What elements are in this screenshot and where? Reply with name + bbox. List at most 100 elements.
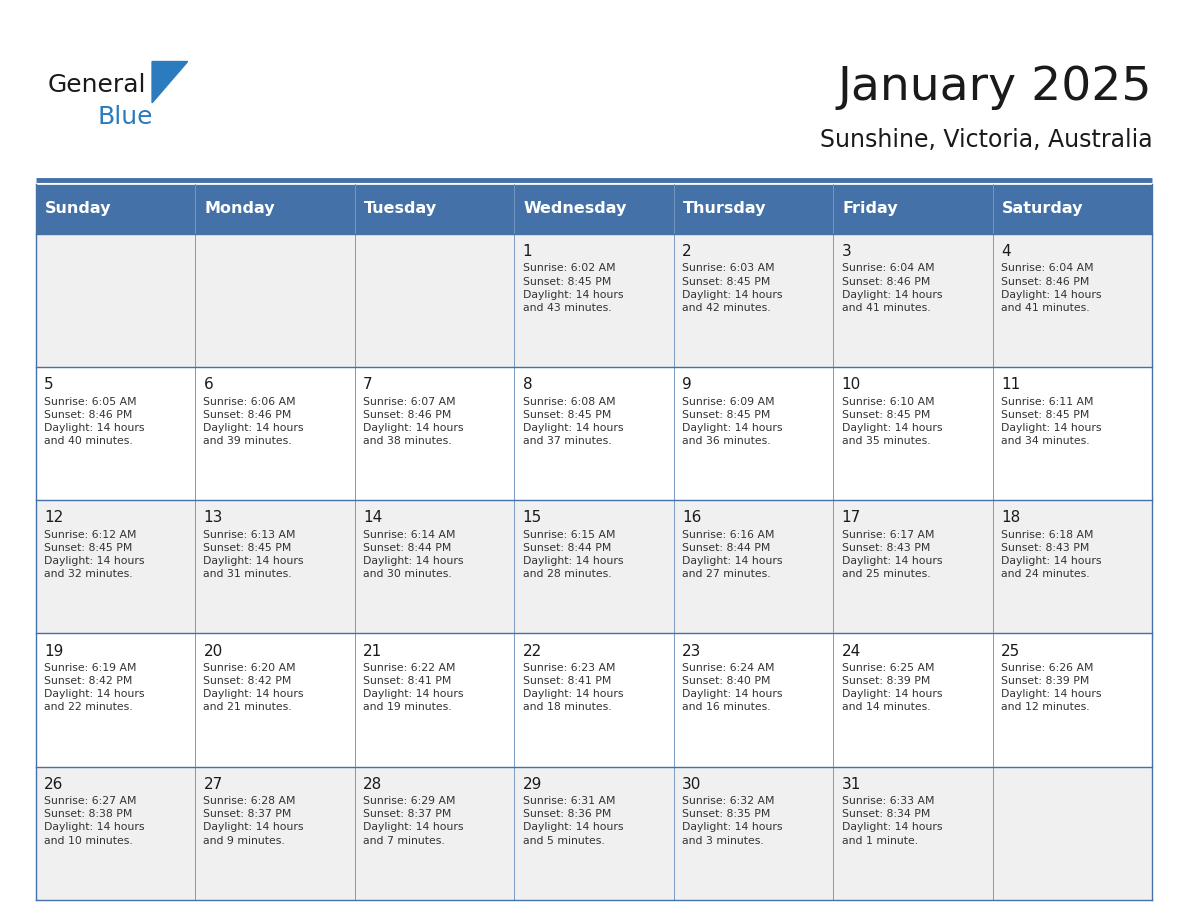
Text: 26: 26 — [44, 777, 63, 791]
Bar — [195, 633, 355, 767]
Text: Sunrise: 6:19 AM
Sunset: 8:42 PM
Daylight: 14 hours
and 22 minutes.: Sunrise: 6:19 AM Sunset: 8:42 PM Dayligh… — [44, 663, 145, 712]
Bar — [514, 767, 674, 900]
Text: 6: 6 — [203, 377, 213, 392]
Text: 9: 9 — [682, 377, 691, 392]
Text: 31: 31 — [841, 777, 861, 791]
Bar — [514, 500, 674, 633]
Bar — [36, 184, 195, 234]
Text: 16: 16 — [682, 510, 701, 525]
Bar — [355, 234, 514, 367]
Bar — [993, 367, 1152, 500]
Bar — [833, 234, 993, 367]
Text: Sunrise: 6:03 AM
Sunset: 8:45 PM
Daylight: 14 hours
and 42 minutes.: Sunrise: 6:03 AM Sunset: 8:45 PM Dayligh… — [682, 263, 783, 313]
Bar — [195, 367, 355, 500]
Text: 17: 17 — [841, 510, 861, 525]
Text: 4: 4 — [1001, 244, 1011, 259]
Bar — [993, 184, 1152, 234]
Bar — [355, 500, 514, 633]
Text: Sunrise: 6:18 AM
Sunset: 8:43 PM
Daylight: 14 hours
and 24 minutes.: Sunrise: 6:18 AM Sunset: 8:43 PM Dayligh… — [1001, 530, 1101, 579]
Bar — [36, 767, 195, 900]
Bar — [195, 500, 355, 633]
Bar — [833, 500, 993, 633]
Bar — [355, 367, 514, 500]
Text: 23: 23 — [682, 644, 701, 658]
Text: Sunrise: 6:04 AM
Sunset: 8:46 PM
Daylight: 14 hours
and 41 minutes.: Sunrise: 6:04 AM Sunset: 8:46 PM Dayligh… — [841, 263, 942, 313]
Text: Sunrise: 6:33 AM
Sunset: 8:34 PM
Daylight: 14 hours
and 1 minute.: Sunrise: 6:33 AM Sunset: 8:34 PM Dayligh… — [841, 796, 942, 845]
Text: Sunrise: 6:07 AM
Sunset: 8:46 PM
Daylight: 14 hours
and 38 minutes.: Sunrise: 6:07 AM Sunset: 8:46 PM Dayligh… — [364, 397, 463, 446]
Text: Sunday: Sunday — [45, 201, 112, 217]
Text: Sunrise: 6:14 AM
Sunset: 8:44 PM
Daylight: 14 hours
and 30 minutes.: Sunrise: 6:14 AM Sunset: 8:44 PM Dayligh… — [364, 530, 463, 579]
Bar — [674, 367, 833, 500]
Bar — [514, 367, 674, 500]
Text: 12: 12 — [44, 510, 63, 525]
Text: Sunrise: 6:28 AM
Sunset: 8:37 PM
Daylight: 14 hours
and 9 minutes.: Sunrise: 6:28 AM Sunset: 8:37 PM Dayligh… — [203, 796, 304, 845]
Text: 1: 1 — [523, 244, 532, 259]
Text: Sunrise: 6:06 AM
Sunset: 8:46 PM
Daylight: 14 hours
and 39 minutes.: Sunrise: 6:06 AM Sunset: 8:46 PM Dayligh… — [203, 397, 304, 446]
Text: Friday: Friday — [842, 201, 898, 217]
Text: 13: 13 — [203, 510, 223, 525]
Bar — [514, 234, 674, 367]
Text: General: General — [48, 73, 146, 97]
Text: 15: 15 — [523, 510, 542, 525]
Bar — [674, 767, 833, 900]
Text: 29: 29 — [523, 777, 542, 791]
Text: Tuesday: Tuesday — [365, 201, 437, 217]
Bar — [993, 500, 1152, 633]
Bar — [355, 767, 514, 900]
Text: 7: 7 — [364, 377, 373, 392]
Text: Sunrise: 6:29 AM
Sunset: 8:37 PM
Daylight: 14 hours
and 7 minutes.: Sunrise: 6:29 AM Sunset: 8:37 PM Dayligh… — [364, 796, 463, 845]
Text: Sunrise: 6:23 AM
Sunset: 8:41 PM
Daylight: 14 hours
and 18 minutes.: Sunrise: 6:23 AM Sunset: 8:41 PM Dayligh… — [523, 663, 623, 712]
Text: Sunrise: 6:13 AM
Sunset: 8:45 PM
Daylight: 14 hours
and 31 minutes.: Sunrise: 6:13 AM Sunset: 8:45 PM Dayligh… — [203, 530, 304, 579]
Text: 22: 22 — [523, 644, 542, 658]
Text: 24: 24 — [841, 644, 861, 658]
Bar — [674, 184, 833, 234]
Text: 18: 18 — [1001, 510, 1020, 525]
Bar — [36, 500, 195, 633]
Text: 8: 8 — [523, 377, 532, 392]
Text: Sunrise: 6:09 AM
Sunset: 8:45 PM
Daylight: 14 hours
and 36 minutes.: Sunrise: 6:09 AM Sunset: 8:45 PM Dayligh… — [682, 397, 783, 446]
Text: Sunrise: 6:05 AM
Sunset: 8:46 PM
Daylight: 14 hours
and 40 minutes.: Sunrise: 6:05 AM Sunset: 8:46 PM Dayligh… — [44, 397, 145, 446]
Text: 11: 11 — [1001, 377, 1020, 392]
Text: Thursday: Thursday — [683, 201, 766, 217]
Bar — [833, 767, 993, 900]
Text: Monday: Monday — [204, 201, 276, 217]
Bar — [514, 633, 674, 767]
Text: Sunrise: 6:24 AM
Sunset: 8:40 PM
Daylight: 14 hours
and 16 minutes.: Sunrise: 6:24 AM Sunset: 8:40 PM Dayligh… — [682, 663, 783, 712]
Bar — [195, 184, 355, 234]
Text: Sunrise: 6:16 AM
Sunset: 8:44 PM
Daylight: 14 hours
and 27 minutes.: Sunrise: 6:16 AM Sunset: 8:44 PM Dayligh… — [682, 530, 783, 579]
Text: Sunrise: 6:17 AM
Sunset: 8:43 PM
Daylight: 14 hours
and 25 minutes.: Sunrise: 6:17 AM Sunset: 8:43 PM Dayligh… — [841, 530, 942, 579]
Bar — [993, 767, 1152, 900]
Text: Sunshine, Victoria, Australia: Sunshine, Victoria, Australia — [820, 128, 1152, 151]
Bar — [993, 234, 1152, 367]
Text: Sunrise: 6:27 AM
Sunset: 8:38 PM
Daylight: 14 hours
and 10 minutes.: Sunrise: 6:27 AM Sunset: 8:38 PM Dayligh… — [44, 796, 145, 845]
Bar — [833, 367, 993, 500]
Text: Blue: Blue — [97, 105, 153, 129]
Text: 25: 25 — [1001, 644, 1020, 658]
Text: 10: 10 — [841, 377, 861, 392]
Bar — [355, 633, 514, 767]
Text: Sunrise: 6:31 AM
Sunset: 8:36 PM
Daylight: 14 hours
and 5 minutes.: Sunrise: 6:31 AM Sunset: 8:36 PM Dayligh… — [523, 796, 623, 845]
Bar — [195, 234, 355, 367]
Text: Sunrise: 6:12 AM
Sunset: 8:45 PM
Daylight: 14 hours
and 32 minutes.: Sunrise: 6:12 AM Sunset: 8:45 PM Dayligh… — [44, 530, 145, 579]
Text: 2: 2 — [682, 244, 691, 259]
Bar — [674, 633, 833, 767]
Text: 19: 19 — [44, 644, 63, 658]
Text: Sunrise: 6:26 AM
Sunset: 8:39 PM
Daylight: 14 hours
and 12 minutes.: Sunrise: 6:26 AM Sunset: 8:39 PM Dayligh… — [1001, 663, 1101, 712]
Bar — [833, 184, 993, 234]
Bar — [36, 633, 195, 767]
Bar — [833, 633, 993, 767]
Text: Saturday: Saturday — [1003, 201, 1083, 217]
Bar — [36, 367, 195, 500]
Text: Sunrise: 6:15 AM
Sunset: 8:44 PM
Daylight: 14 hours
and 28 minutes.: Sunrise: 6:15 AM Sunset: 8:44 PM Dayligh… — [523, 530, 623, 579]
Text: Sunrise: 6:10 AM
Sunset: 8:45 PM
Daylight: 14 hours
and 35 minutes.: Sunrise: 6:10 AM Sunset: 8:45 PM Dayligh… — [841, 397, 942, 446]
Text: 14: 14 — [364, 510, 383, 525]
Text: 20: 20 — [203, 644, 222, 658]
Text: Sunrise: 6:25 AM
Sunset: 8:39 PM
Daylight: 14 hours
and 14 minutes.: Sunrise: 6:25 AM Sunset: 8:39 PM Dayligh… — [841, 663, 942, 712]
Text: Sunrise: 6:20 AM
Sunset: 8:42 PM
Daylight: 14 hours
and 21 minutes.: Sunrise: 6:20 AM Sunset: 8:42 PM Dayligh… — [203, 663, 304, 712]
Text: Sunrise: 6:08 AM
Sunset: 8:45 PM
Daylight: 14 hours
and 37 minutes.: Sunrise: 6:08 AM Sunset: 8:45 PM Dayligh… — [523, 397, 623, 446]
Text: 27: 27 — [203, 777, 222, 791]
Text: 30: 30 — [682, 777, 701, 791]
Text: Sunrise: 6:22 AM
Sunset: 8:41 PM
Daylight: 14 hours
and 19 minutes.: Sunrise: 6:22 AM Sunset: 8:41 PM Dayligh… — [364, 663, 463, 712]
Text: Sunrise: 6:04 AM
Sunset: 8:46 PM
Daylight: 14 hours
and 41 minutes.: Sunrise: 6:04 AM Sunset: 8:46 PM Dayligh… — [1001, 263, 1101, 313]
Bar — [355, 184, 514, 234]
